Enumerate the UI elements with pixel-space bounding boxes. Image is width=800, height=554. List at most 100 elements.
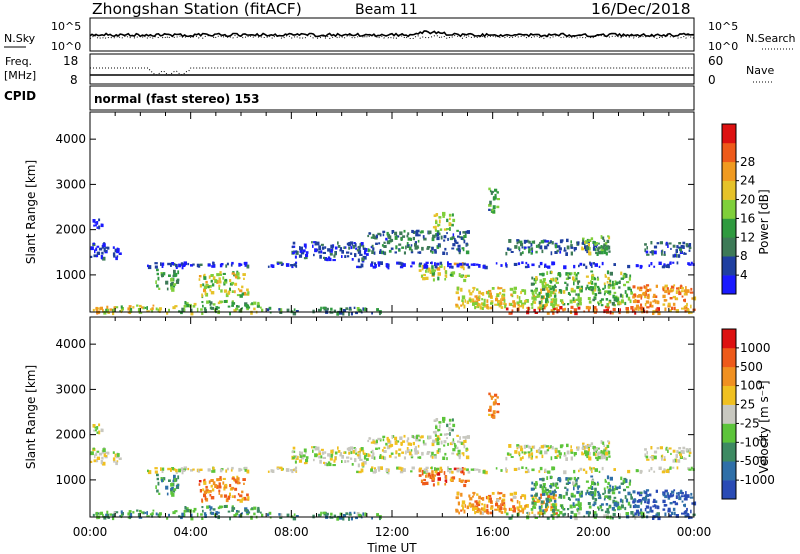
echo-cell xyxy=(371,250,374,254)
echo-cell xyxy=(168,513,170,517)
echo-cell xyxy=(495,295,498,299)
echo-cell xyxy=(318,250,321,254)
echo-cell xyxy=(260,306,262,309)
echo-cell xyxy=(669,287,672,292)
echo-cell xyxy=(681,307,685,310)
echo-cell xyxy=(644,453,647,458)
echo-cell xyxy=(187,262,190,266)
echo-cell xyxy=(627,264,631,269)
echo-cell xyxy=(584,450,587,454)
echo-cell xyxy=(434,434,437,437)
echo-cell xyxy=(236,499,240,502)
echo-cell xyxy=(186,509,190,513)
echo-cell xyxy=(565,491,568,496)
echo-cell xyxy=(177,475,180,480)
echo-cell xyxy=(666,287,669,291)
echo-cell xyxy=(533,308,536,312)
echo-cell xyxy=(286,468,290,472)
echo-cell xyxy=(417,456,420,459)
echo-cell xyxy=(203,288,206,293)
echo-cell xyxy=(458,306,460,310)
echo-cell xyxy=(602,236,605,240)
echo-cell xyxy=(329,458,333,461)
echo-cell xyxy=(530,242,533,247)
echo-cell xyxy=(645,455,649,459)
echo-cell xyxy=(239,499,243,503)
echo-cell xyxy=(431,473,435,478)
colorbar-tick-label: -25 xyxy=(740,416,760,430)
echo-cell xyxy=(453,262,457,266)
echo-cell xyxy=(673,511,676,516)
echo-cell xyxy=(358,452,361,457)
echo-cell xyxy=(686,494,690,498)
echo-cell xyxy=(521,261,524,264)
echo-cell xyxy=(545,488,549,492)
echo-cell xyxy=(554,483,557,487)
y-tick-label: 2000 xyxy=(55,223,86,237)
echo-cell xyxy=(517,304,521,307)
echo-cell xyxy=(541,272,545,276)
echo-cell xyxy=(449,217,451,221)
echo-cell xyxy=(339,454,342,457)
echo-cell xyxy=(432,226,436,229)
echo-cell xyxy=(383,241,386,244)
echo-cell xyxy=(595,513,598,518)
echo-cell xyxy=(531,250,533,254)
echo-cell xyxy=(607,284,612,287)
echo-cell xyxy=(101,456,104,460)
echo-cell xyxy=(653,450,658,454)
echo-cell xyxy=(161,264,164,268)
echo-cell xyxy=(209,288,212,292)
echo-cell xyxy=(681,295,684,298)
echo-cell xyxy=(537,448,541,453)
echo-cell xyxy=(214,308,216,312)
echo-cell xyxy=(355,516,358,520)
echo-cell xyxy=(597,497,602,500)
echo-cell xyxy=(490,415,493,418)
echo-cell xyxy=(554,491,557,494)
echo-cell xyxy=(563,265,567,270)
echo-cell xyxy=(451,452,455,455)
echo-cell xyxy=(605,456,608,461)
echo-cell xyxy=(584,241,586,244)
echo-cell xyxy=(268,511,272,515)
echo-cell xyxy=(518,445,523,449)
echo-cell xyxy=(589,491,593,494)
echo-cell xyxy=(420,231,423,234)
echo-cell xyxy=(334,251,337,256)
echo-cell xyxy=(237,493,240,496)
echo-cell xyxy=(454,443,456,447)
echo-cell xyxy=(532,294,535,298)
echo-cell xyxy=(675,297,678,300)
colorbar-segment xyxy=(722,480,736,500)
time-axis-labels: 00:00 04:00 08:00 12:00 16:00 20:00 00:00 xyxy=(73,525,712,539)
echo-cell xyxy=(346,251,350,254)
echo-cell xyxy=(463,483,467,488)
echo-cell xyxy=(555,281,559,284)
echo-cell xyxy=(391,435,394,439)
echo-cell xyxy=(627,286,631,291)
echo-cell xyxy=(488,413,491,416)
echo-cell xyxy=(436,236,440,241)
echo-cell xyxy=(155,485,157,489)
echo-cell xyxy=(486,508,489,513)
y-tick-label: 1000 xyxy=(55,473,86,487)
echo-cell xyxy=(595,447,598,450)
echo-cell xyxy=(621,294,624,299)
echo-cell xyxy=(499,291,502,295)
echo-cell xyxy=(582,263,586,267)
echo-cell xyxy=(96,221,99,225)
echo-cell xyxy=(569,299,573,304)
echo-cell xyxy=(451,236,455,240)
echo-cell xyxy=(587,242,590,247)
colorbar-segment xyxy=(722,161,736,181)
echo-cell xyxy=(683,511,687,515)
echo-cell xyxy=(173,490,176,493)
echo-cell xyxy=(636,469,639,472)
echo-cell xyxy=(605,245,610,248)
echo-cell xyxy=(535,276,538,280)
power-ylabel: Slant Range [km] xyxy=(24,160,38,264)
echo-cell xyxy=(603,487,606,491)
echo-cell xyxy=(594,263,598,267)
echo-cell xyxy=(239,289,243,293)
